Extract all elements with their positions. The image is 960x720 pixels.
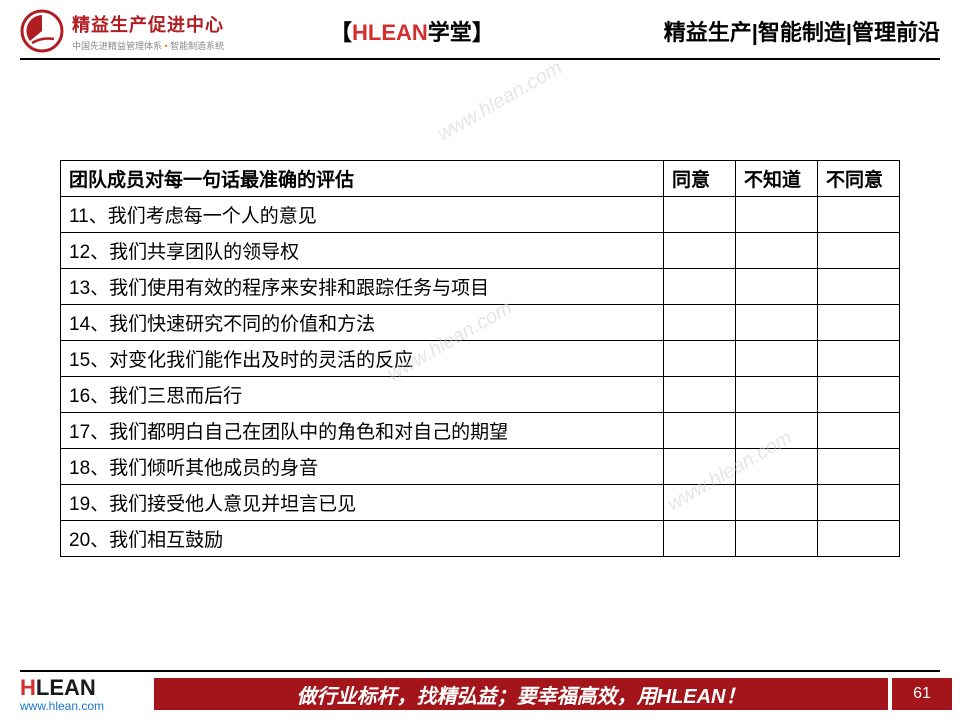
statement-cell: 20、我们相互鼓励 [61, 521, 664, 557]
option-cell [818, 305, 900, 341]
col-header-dontknow: 不知道 [736, 161, 818, 197]
option-cell [818, 485, 900, 521]
option-cell [664, 485, 736, 521]
footer-rule [20, 670, 940, 672]
option-cell [736, 305, 818, 341]
statement-cell: 18、我们倾听其他成员的身音 [61, 449, 664, 485]
statement-cell: 17、我们都明白自己在团队中的角色和对自己的期望 [61, 413, 664, 449]
col-header-disagree: 不同意 [818, 161, 900, 197]
logo-text: 精益生产促进中心 中国先进精益管理体系 • 智能制造系统 [72, 11, 224, 52]
table-row: 11、我们考虑每一个人的意见 [61, 197, 900, 233]
option-cell [664, 233, 736, 269]
option-cell [818, 377, 900, 413]
statement-cell: 14、我们快速研究不同的价值和方法 [61, 305, 664, 341]
statement-cell: 11、我们考虑每一个人的意见 [61, 197, 664, 233]
option-cell [664, 341, 736, 377]
option-cell [664, 305, 736, 341]
logo-icon [20, 9, 64, 53]
statement-cell: 12、我们共享团队的领导权 [61, 233, 664, 269]
table-header-row: 团队成员对每一句话最准确的评估 同意 不知道 不同意 [61, 161, 900, 197]
option-cell [818, 233, 900, 269]
table-row: 16、我们三思而后行 [61, 377, 900, 413]
table-row: 15、对变化我们能作出及时的灵活的反应 [61, 341, 900, 377]
content: 团队成员对每一句话最准确的评估 同意 不知道 不同意 11、我们考虑每一个人的意… [0, 60, 960, 557]
option-cell [736, 269, 818, 305]
table-row: 17、我们都明白自己在团队中的角色和对自己的期望 [61, 413, 900, 449]
table-row: 20、我们相互鼓励 [61, 521, 900, 557]
option-cell [664, 269, 736, 305]
logo-main-text: 精益生产促进中心 [72, 11, 224, 37]
option-cell [818, 521, 900, 557]
option-cell [736, 197, 818, 233]
footer: HLEAN www.hlean.com 做行业标杆，找精弘益；要幸福高效，用HL… [0, 670, 960, 720]
option-cell [818, 197, 900, 233]
option-cell [736, 233, 818, 269]
footer-page-number: 61 [892, 678, 952, 710]
option-cell [818, 449, 900, 485]
option-cell [664, 449, 736, 485]
footer-banner: 做行业标杆，找精弘益；要幸福高效，用HLEAN！ [154, 678, 888, 710]
right-title: 精益生产|智能制造|管理前沿 [664, 15, 940, 47]
footer-logo: HLEAN www.hlean.com [0, 677, 104, 712]
table-row: 19、我们接受他人意见并坦言已见 [61, 485, 900, 521]
table-row: 12、我们共享团队的领导权 [61, 233, 900, 269]
footer-url: www.hlean.com [20, 700, 104, 712]
option-cell [736, 341, 818, 377]
logo-area: 精益生产促进中心 中国先进精益管理体系 • 智能制造系统 [20, 9, 290, 53]
table-row: 13、我们使用有效的程序来安排和跟踪任务与项目 [61, 269, 900, 305]
statement-cell: 15、对变化我们能作出及时的灵活的反应 [61, 341, 664, 377]
option-cell [818, 341, 900, 377]
option-cell [736, 413, 818, 449]
option-cell [818, 269, 900, 305]
statement-cell: 16、我们三思而后行 [61, 377, 664, 413]
footer-logo-h: H [20, 675, 36, 700]
col-header-agree: 同意 [664, 161, 736, 197]
option-cell [664, 413, 736, 449]
option-cell [736, 377, 818, 413]
option-cell [818, 413, 900, 449]
table-row: 14、我们快速研究不同的价值和方法 [61, 305, 900, 341]
statement-cell: 19、我们接受他人意见并坦言已见 [61, 485, 664, 521]
option-cell [736, 521, 818, 557]
statement-cell: 13、我们使用有效的程序来安排和跟踪任务与项目 [61, 269, 664, 305]
option-cell [664, 197, 736, 233]
option-cell [664, 377, 736, 413]
option-cell [736, 485, 818, 521]
option-cell [736, 449, 818, 485]
col-header-statement: 团队成员对每一句话最准确的评估 [61, 161, 664, 197]
logo-sub-text: 中国先进精益管理体系 • 智能制造系统 [72, 39, 224, 52]
table-row: 18、我们倾听其他成员的身音 [61, 449, 900, 485]
option-cell [664, 521, 736, 557]
header: 精益生产促进中心 中国先进精益管理体系 • 智能制造系统 【HLEAN学堂】 精… [0, 0, 960, 58]
evaluation-table: 团队成员对每一句话最准确的评估 同意 不知道 不同意 11、我们考虑每一个人的意… [60, 160, 900, 557]
center-title: 【HLEAN学堂】 [330, 15, 494, 47]
footer-logo-rest: LEAN [36, 675, 96, 700]
